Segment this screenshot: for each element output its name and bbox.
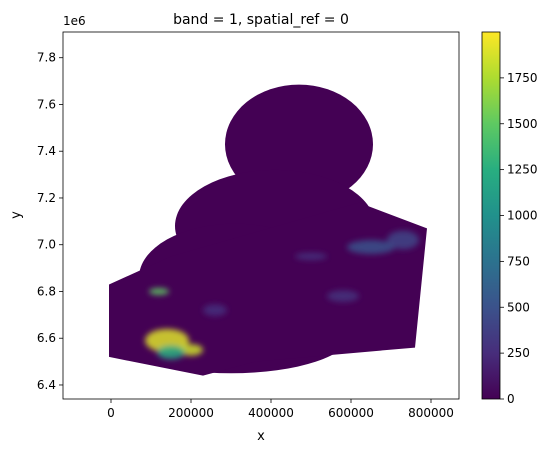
hotspot (157, 345, 185, 360)
hotspot (295, 252, 327, 260)
hotspot (149, 287, 169, 295)
colorbar-tick-label: 0 (507, 392, 515, 406)
colorbar-tick-label: 1000 (507, 209, 538, 223)
hotspot (203, 304, 227, 317)
x-tick-label: 200000 (168, 406, 214, 420)
y-tick-label: 6.4 (37, 378, 56, 392)
hotspot (387, 230, 419, 250)
x-axis: 0 200000 400000 600000 800000 (107, 399, 454, 420)
colorbar-tick-label: 500 (507, 300, 530, 314)
hotspots (145, 230, 419, 360)
hotspot (327, 290, 359, 302)
hotspot (179, 344, 203, 356)
colorbar-tick-label: 1500 (507, 117, 538, 131)
colorbar-ticks: 0 250 500 750 1000 1250 1500 1750 (500, 71, 538, 406)
y-tick-label: 6.6 (37, 331, 56, 345)
y-tick-label: 6.8 (37, 284, 56, 298)
x-tick-label: 600000 (328, 406, 374, 420)
colorbar-tick-label: 1750 (507, 71, 538, 85)
y-tick-label: 7.0 (37, 238, 56, 252)
colorbar-tick-label: 1250 (507, 163, 538, 177)
y-tick-label: 7.4 (37, 144, 56, 158)
x-tick-label: 400000 (248, 406, 294, 420)
y-offset-label: 1e6 (63, 14, 86, 28)
hotspot (347, 240, 395, 255)
y-axis-label: y (9, 211, 24, 219)
colorbar-tick-label: 250 (507, 346, 530, 360)
y-tick-label: 7.2 (37, 191, 56, 205)
y-tick-label: 7.8 (37, 51, 56, 65)
x-tick-label: 0 (107, 406, 115, 420)
colorbar (481, 31, 501, 400)
y-tick-label: 7.6 (37, 97, 56, 111)
x-axis-label: x (257, 429, 265, 444)
chart-title: band = 1, spatial_ref = 0 (173, 12, 349, 28)
colorbar-tick-label: 750 (507, 254, 530, 268)
plot-frame (62, 31, 460, 400)
raster-layer (109, 84, 427, 376)
x-tick-label: 800000 (408, 406, 454, 420)
y-axis: 6.4 6.6 6.8 7.0 7.2 7.4 7.6 7.8 (37, 51, 63, 392)
